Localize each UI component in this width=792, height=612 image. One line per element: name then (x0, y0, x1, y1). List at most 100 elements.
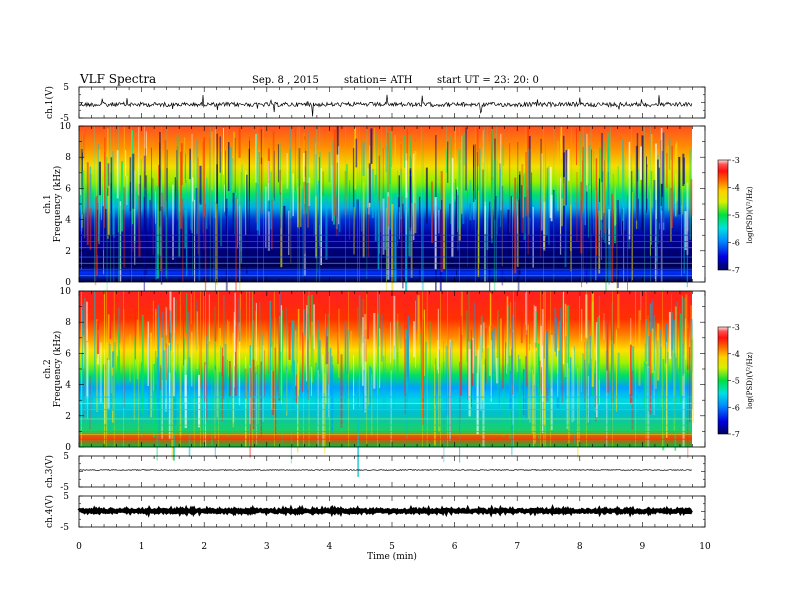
spectrogram-streak (450, 135, 452, 225)
spectrogram-streak (409, 176, 412, 228)
spectrogram-streak (113, 314, 115, 359)
y-tick-label: 10 (60, 287, 72, 297)
spectrogram-streak (539, 360, 541, 390)
spectrogram-streak (649, 303, 652, 333)
spectrogram-streak (559, 321, 561, 383)
spectrogram-streak (338, 146, 340, 237)
spectrogram-streak (565, 336, 567, 400)
spectrogram-streak (453, 182, 455, 237)
spectrogram-streak (340, 354, 343, 428)
spectrogram-streak (668, 144, 669, 211)
spectrogram-streak (650, 171, 653, 245)
spectrogram-streak (529, 344, 531, 423)
spectrogram-streak (570, 204, 572, 251)
spectrogram-streak (437, 340, 439, 370)
spectrogram-streak (191, 133, 193, 234)
spectrogram-streak (517, 141, 519, 217)
spectrogram-streak (600, 182, 603, 220)
spectrogram-streak (651, 328, 654, 373)
spectrogram-streak (328, 151, 331, 183)
spectrogram-streak (143, 209, 146, 243)
spectrogram-streak (502, 318, 504, 389)
spectrogram-streak (227, 319, 228, 368)
spectrogram-streak (551, 335, 553, 431)
spectrogram-streak (357, 376, 360, 477)
spectrogram-streak (216, 356, 219, 418)
spectrogram-streak (649, 313, 652, 415)
colorbar-label: log(PSD)(V²/Hz) (746, 352, 754, 409)
spectrogram-streak (510, 354, 513, 445)
spectrogram-streak (690, 305, 693, 340)
spectrogram-streak (105, 342, 108, 434)
spectrogram-streak (138, 127, 140, 196)
ch1-waveform-panel: 5 -5 ch.1(V) (44, 83, 706, 124)
spectrogram-streak (346, 164, 348, 201)
spectrogram-streak (221, 347, 223, 422)
spectrogram-streak (144, 175, 148, 275)
spectrogram-streak (686, 163, 689, 232)
spectrogram-streak (540, 138, 542, 224)
spectrogram-streak (214, 305, 217, 342)
spectrogram-streak (682, 297, 684, 377)
spectrogram-streak (644, 343, 646, 370)
spectrogram-streak (467, 303, 469, 400)
spectrogram-streak (422, 129, 424, 199)
spectrogram-streak (523, 173, 526, 240)
x-tick-label: 9 (640, 542, 646, 552)
spectrogram-streak (199, 165, 202, 205)
spectrogram-streak (641, 135, 644, 231)
spectrogram-streak (303, 133, 305, 215)
spectrogram-streak (139, 175, 141, 242)
spectrogram-streak (260, 157, 263, 214)
spectrogram-streak (305, 150, 307, 252)
spectrogram-streak (155, 191, 156, 224)
spectrogram-streak (378, 294, 380, 347)
spectrogram-streak (449, 339, 451, 441)
x-tick-label: 7 (514, 542, 520, 552)
spectrogram-streak (588, 319, 590, 383)
spectrogram-streak (280, 192, 282, 229)
colorbar-tick-label: -4 (732, 350, 740, 359)
spectrogram-streak (390, 370, 392, 458)
spectrogram-streak (449, 341, 451, 440)
x-tick-label: 2 (201, 542, 207, 552)
spectrogram-streak (140, 158, 142, 212)
x-tick-label: 1 (139, 542, 145, 552)
spectrogram-streak (622, 139, 625, 221)
spectrogram-streak (150, 332, 153, 418)
spectrogram-streak (123, 309, 125, 353)
spectrogram-streak (542, 168, 545, 250)
spectrogram-streak (524, 293, 526, 325)
spectrogram-streak (125, 150, 127, 177)
spectrogram-streak (543, 201, 546, 251)
spectrogram-streak (350, 330, 353, 370)
spectrogram-streak (249, 345, 252, 398)
spectrogram-streak (111, 375, 114, 411)
spectrogram-streak (603, 313, 605, 340)
spectrogram-streak (673, 319, 676, 419)
spectrogram-streak (543, 358, 546, 426)
spectrogram-streak (480, 324, 482, 411)
spectrogram-streak (468, 349, 471, 417)
spectrogram-streak (527, 189, 529, 255)
spectrogram-streak (511, 314, 514, 385)
spectrogram-streak (315, 362, 317, 424)
spectrogram-streak (565, 149, 567, 206)
spectrogram-streak (196, 311, 199, 369)
spectrogram-streak (199, 313, 202, 388)
colorbar-tick-label: -7 (732, 430, 740, 439)
spectrogram-streak (408, 207, 411, 257)
spectrogram-streak (631, 171, 633, 258)
spectrogram-streak (152, 178, 154, 255)
spectrogram-streak (562, 297, 564, 322)
spectrogram-streak (132, 153, 135, 209)
spectrogram-streak (346, 329, 349, 375)
spectrogram-streak (155, 201, 157, 280)
spectrogram-streak (314, 143, 316, 236)
spectrogram-streak (607, 137, 610, 230)
spectrogram-streak (192, 177, 194, 202)
spectrogram-streak (271, 199, 273, 250)
spectrogram-streak (206, 336, 207, 381)
spectrogram-streak (417, 295, 420, 355)
spectrogram-streak (317, 320, 319, 396)
